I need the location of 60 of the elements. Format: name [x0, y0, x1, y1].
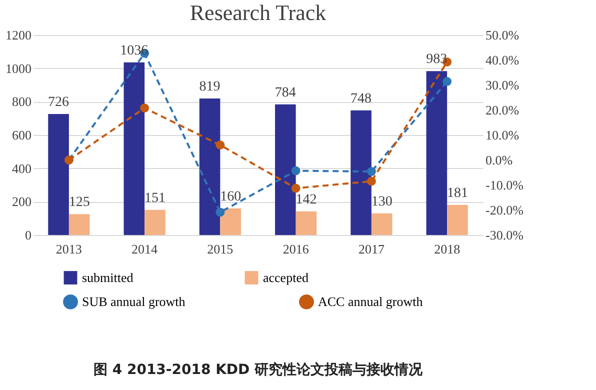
- bar: [48, 114, 69, 235]
- y2-tick-label: 0.0%: [486, 152, 513, 168]
- x-tick-label: 2013: [56, 242, 82, 256]
- point: [216, 140, 225, 150]
- bar: [220, 208, 241, 235]
- x-tick-label: 2018: [434, 242, 460, 256]
- point: [291, 166, 300, 176]
- y2-tick-label: 40.0%: [486, 52, 520, 68]
- legend-label: SUB annual growth: [82, 294, 186, 309]
- y-tick-label: 800: [12, 94, 32, 110]
- data-label: 1036: [120, 43, 148, 58]
- data-label: 151: [144, 190, 166, 206]
- data-label: 819: [199, 80, 220, 94]
- caption: 图 4 2013-2018 KDD 研究性论文投稿与接收情况: [93, 361, 424, 378]
- y-tick-label: 1200: [6, 28, 32, 42]
- point: [291, 184, 300, 193]
- data-label: 130: [371, 194, 392, 210]
- point: [140, 104, 150, 112]
- y2-tick-label: 10.0%: [486, 128, 520, 142]
- data-label: 181: [446, 186, 468, 201]
- bar: [68, 214, 90, 235]
- bar: [426, 71, 448, 235]
- data-label: 748: [350, 91, 372, 106]
- bar: [296, 211, 317, 235]
- chart-title: Research Track: [190, 0, 326, 25]
- y2-tick-label: -10.0%: [486, 178, 524, 192]
- data-label: 125: [68, 195, 90, 210]
- bar: [124, 62, 145, 235]
- bar: [199, 98, 220, 235]
- data-label: 983: [426, 52, 448, 68]
- data-label: 726: [48, 95, 70, 110]
- y2-tick-label: 20.0%: [486, 102, 520, 118]
- bar: [371, 213, 392, 235]
- point: [366, 167, 376, 176]
- legend-label: accepted: [263, 270, 309, 285]
- bar: [447, 204, 468, 235]
- bar: [350, 110, 372, 235]
- legend-label: submitted: [82, 270, 134, 285]
- data-label: 784: [274, 85, 296, 100]
- y-tick-label: 1000: [6, 60, 32, 76]
- point: [442, 77, 452, 86]
- y2-tick-label: 50.0%: [486, 28, 520, 42]
- bar: [144, 210, 166, 235]
- x-tick-label: 2017: [358, 242, 385, 256]
- y-tick-label: 200: [12, 194, 32, 210]
- point: [366, 176, 376, 186]
- y2-tick-label: -30.0%: [486, 228, 524, 242]
- y2-tick-label: -20.0%: [486, 202, 524, 218]
- data-label: 142: [296, 192, 317, 208]
- data-label: 160: [220, 189, 242, 204]
- point: [216, 208, 225, 217]
- y2-tick-label: 30.0%: [486, 78, 520, 92]
- x-tick-label: 2014: [132, 242, 158, 256]
- x-tick-label: 2015: [207, 242, 234, 256]
- bar: [275, 104, 296, 235]
- y-tick-label: 600: [12, 128, 32, 142]
- y-tick-label: 0: [25, 228, 32, 242]
- legend-label: ACC annual growth: [318, 294, 424, 309]
- y-tick-label: 400: [12, 160, 32, 176]
- x-tick-label: 2016: [282, 242, 310, 256]
